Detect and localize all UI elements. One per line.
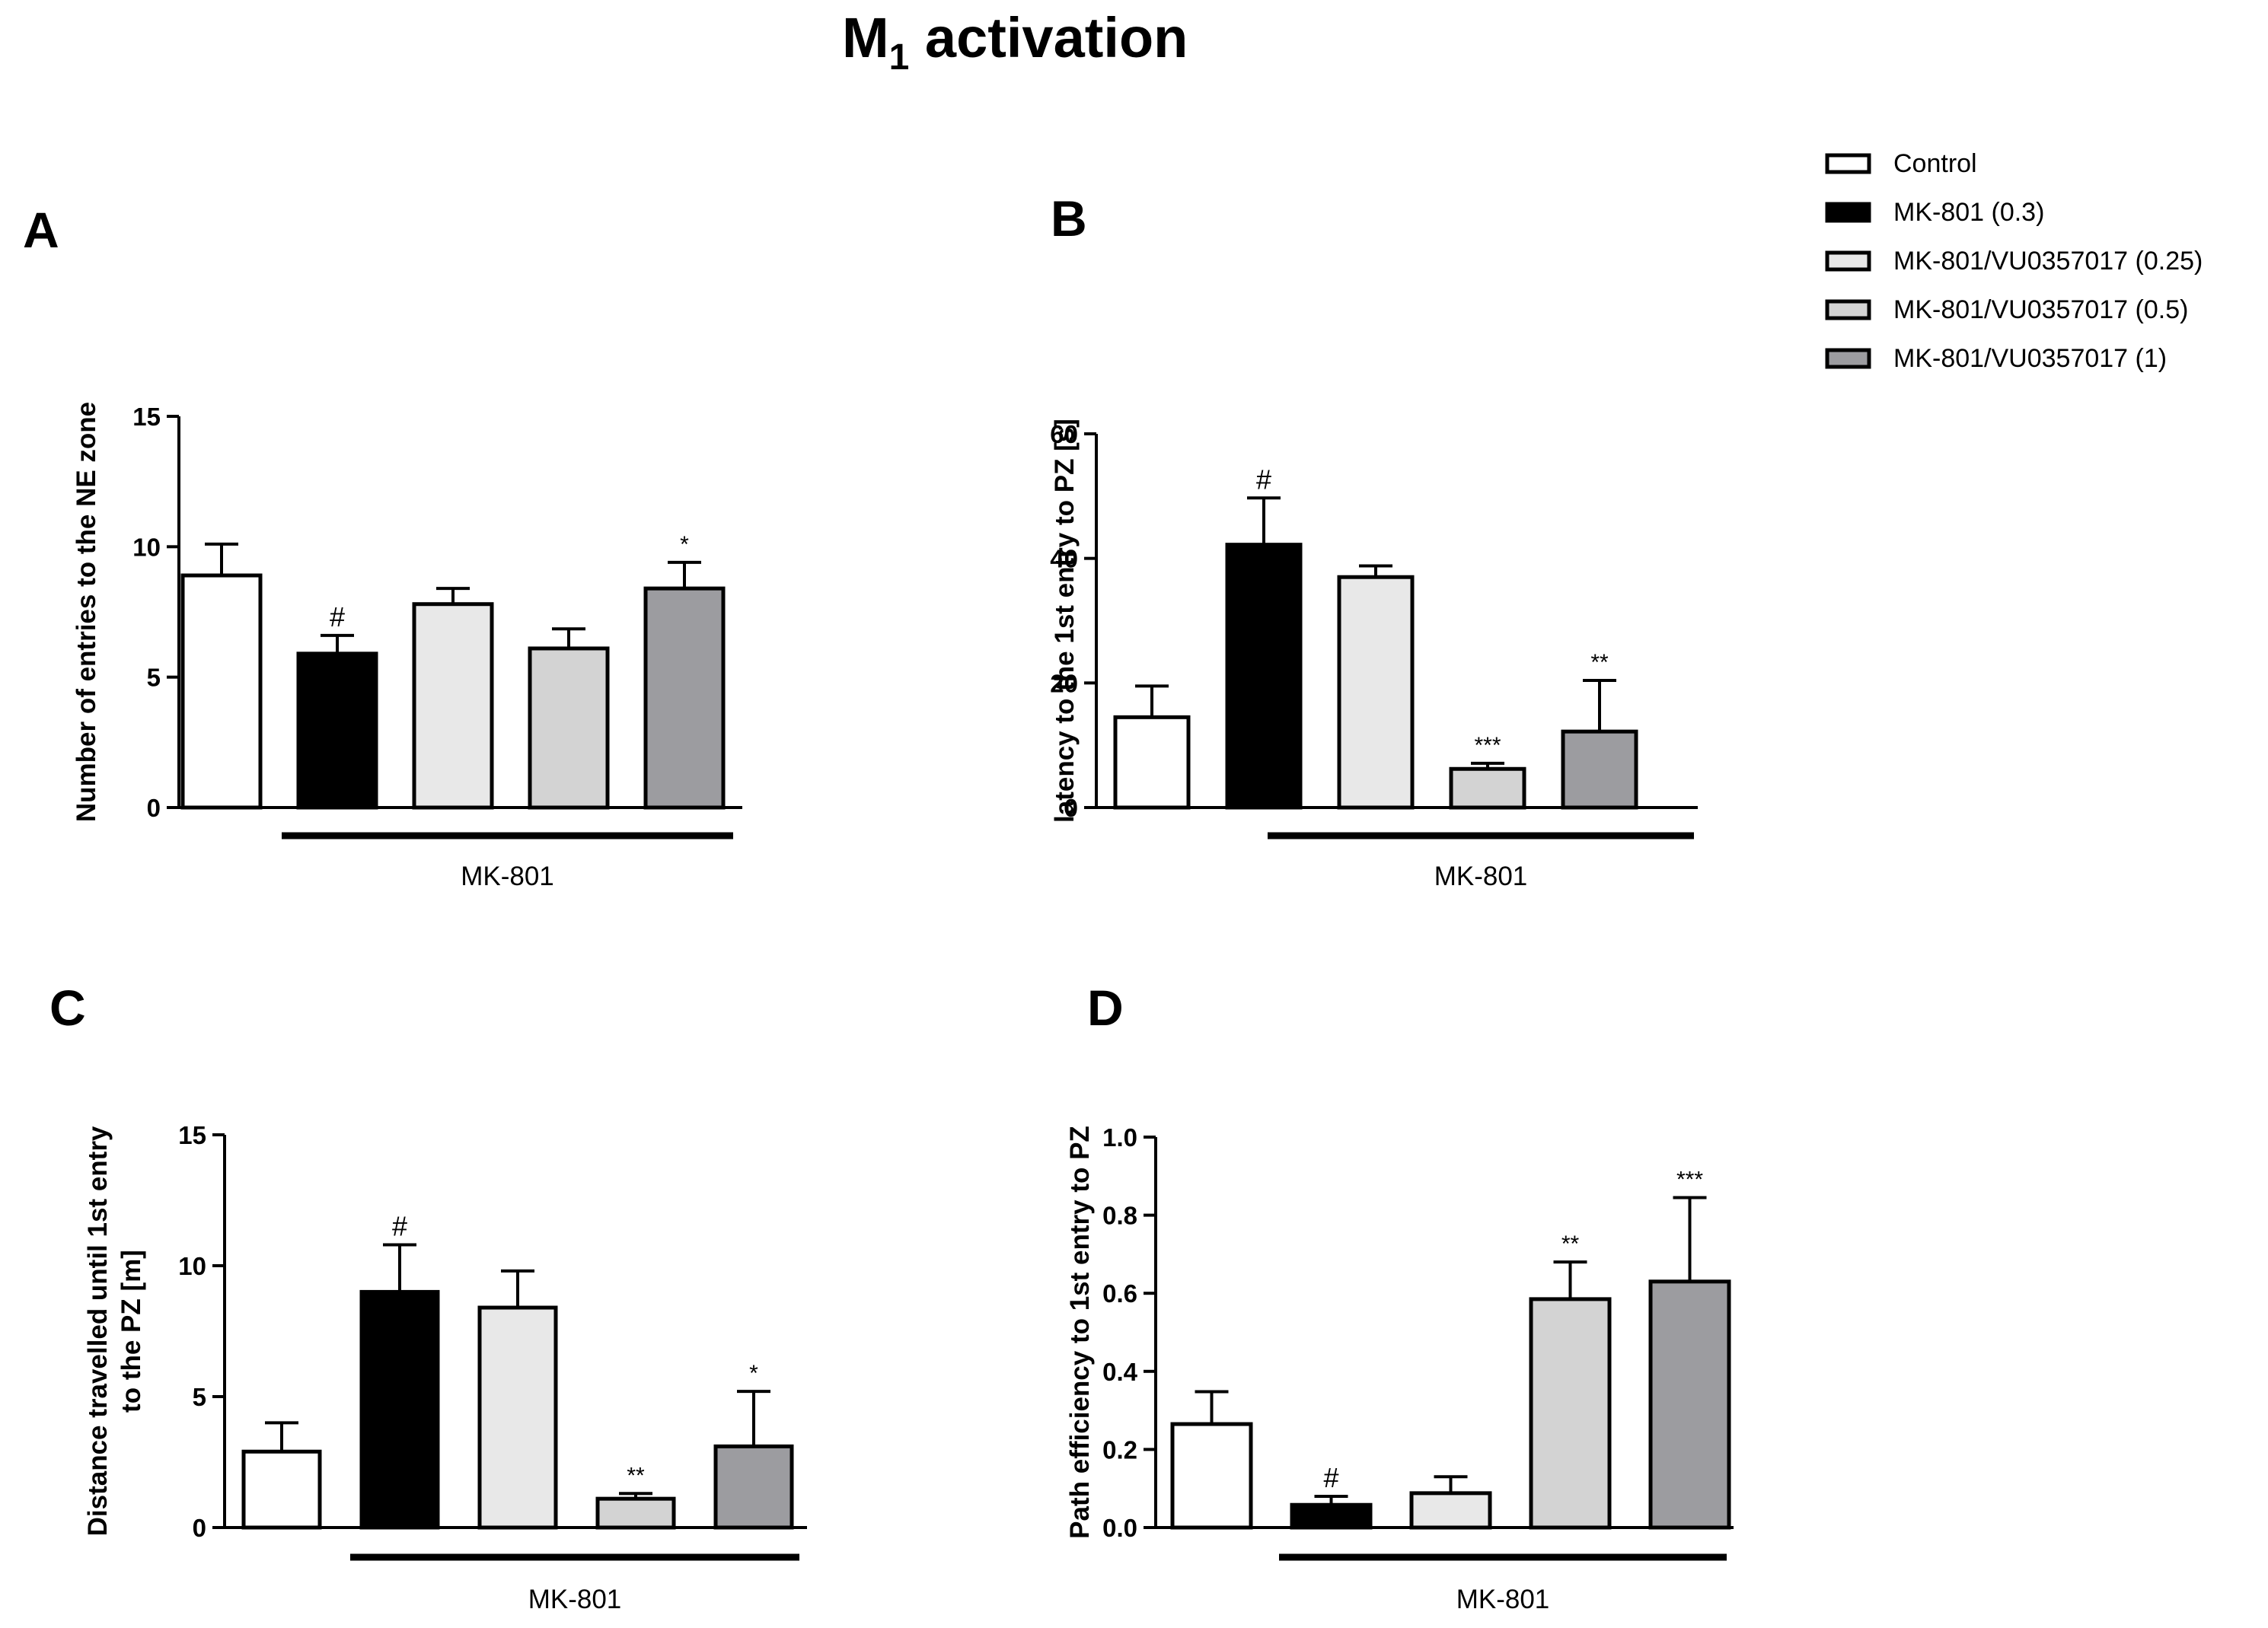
y-tick-label: 1.0	[1102, 1123, 1137, 1152]
figure-title-subscript: 1	[889, 37, 910, 78]
y-tick-label: 0.8	[1102, 1202, 1137, 1230]
y-tick-label: 0.0	[1102, 1514, 1137, 1542]
y-tick-label: 10	[178, 1252, 206, 1280]
y-tick-label: 15	[132, 403, 161, 431]
group-label: MK-801	[1456, 1585, 1550, 1614]
y-tick-label: 5	[147, 664, 161, 692]
bar	[359, 1289, 440, 1530]
y-tick-label: 60	[1050, 420, 1078, 448]
significance-label: **	[1561, 1231, 1580, 1257]
significance-label: #	[1256, 464, 1271, 495]
group-label: MK-801	[1434, 862, 1528, 891]
legend-label: MK-801/VU0357017 (0.25)	[1893, 247, 2203, 276]
bar	[713, 1444, 794, 1530]
y-axis-label-line1: Distance travelled until 1st entry	[83, 1126, 113, 1536]
y-tick-label: 0	[147, 794, 161, 822]
bar	[296, 652, 378, 810]
significance-label: **	[1590, 650, 1609, 675]
bar	[412, 602, 494, 810]
y-axis-label: latency to the 1st entry to PZ [s]	[1050, 419, 1080, 823]
figure-title-main: M	[842, 6, 889, 69]
y-tick-label: 40	[1050, 545, 1078, 573]
bar	[1225, 543, 1303, 810]
bar	[1449, 766, 1526, 810]
y-tick-label: 5	[193, 1383, 206, 1411]
bar	[643, 586, 726, 810]
bar	[595, 1496, 676, 1530]
group-label: MK-801	[528, 1585, 622, 1614]
legend: Control MK-801 (0.3) MK-801/VU0357017 (0.2…	[1825, 149, 2203, 373]
y-tick-label: 0.2	[1102, 1435, 1137, 1464]
legend-swatch	[1825, 299, 1871, 320]
significance-label: *	[680, 532, 689, 557]
significance-label: ***	[1474, 733, 1501, 758]
bar	[1529, 1297, 1612, 1530]
legend-swatch	[1825, 153, 1871, 174]
bar	[1561, 729, 1638, 810]
legend-label: MK-801/VU0357017 (1)	[1893, 344, 2167, 373]
bar	[1170, 1422, 1253, 1530]
significance-label: #	[392, 1210, 407, 1241]
bar	[477, 1305, 558, 1530]
y-axis-label: Path efficiency to 1st entry to PZ	[1065, 1126, 1095, 1539]
bar	[241, 1449, 322, 1530]
figure-title: M1 activation	[842, 6, 1188, 78]
y-tick-label: 0	[193, 1514, 206, 1542]
y-tick-label: 10	[132, 533, 161, 561]
legend-label: Control	[1893, 149, 1977, 178]
legend-swatch	[1825, 250, 1871, 272]
legend-label: MK-801 (0.3)	[1893, 198, 2044, 227]
legend-swatch	[1825, 348, 1871, 369]
legend-label: MK-801/VU0357017 (0.5)	[1893, 295, 2188, 324]
group-label: MK-801	[461, 862, 554, 891]
panel-a: A 0 5 10 15 Number of entries to the NE zone #…	[23, 202, 742, 891]
bar	[1113, 715, 1191, 810]
y-tick-label: 0.4	[1102, 1358, 1138, 1386]
significance-label: #	[330, 601, 345, 632]
panel-letter: B	[1051, 190, 1087, 247]
panel-c: C 0 5 10 15 Distance travelled until 1st entr…	[49, 980, 807, 1614]
legend-swatch	[1825, 202, 1871, 223]
significance-label: *	[749, 1361, 758, 1386]
significance-label: #	[1323, 1462, 1338, 1493]
bar	[1409, 1491, 1492, 1530]
significance-label: **	[627, 1463, 645, 1488]
panel-letter: C	[49, 980, 86, 1036]
bar	[1290, 1502, 1373, 1530]
figure-title-rest: activation	[909, 6, 1188, 69]
y-axis-label: Number of entries to the NE zone	[72, 402, 101, 822]
bar	[180, 573, 263, 810]
panel-letter: A	[23, 202, 59, 258]
y-axis-label: Distance travelled until 1st entry to the…	[83, 1126, 146, 1536]
bar	[528, 646, 610, 810]
y-tick-label: 15	[178, 1121, 206, 1149]
bar	[1337, 575, 1415, 810]
y-tick-label: 0.6	[1102, 1279, 1137, 1308]
panel-letter: D	[1087, 980, 1124, 1036]
y-axis-label-line2: to the PZ [m]	[116, 1250, 146, 1413]
y-tick-label: 0	[1064, 794, 1078, 822]
bar	[1648, 1279, 1731, 1530]
y-tick-label: 20	[1050, 669, 1078, 697]
significance-label: ***	[1676, 1168, 1703, 1193]
